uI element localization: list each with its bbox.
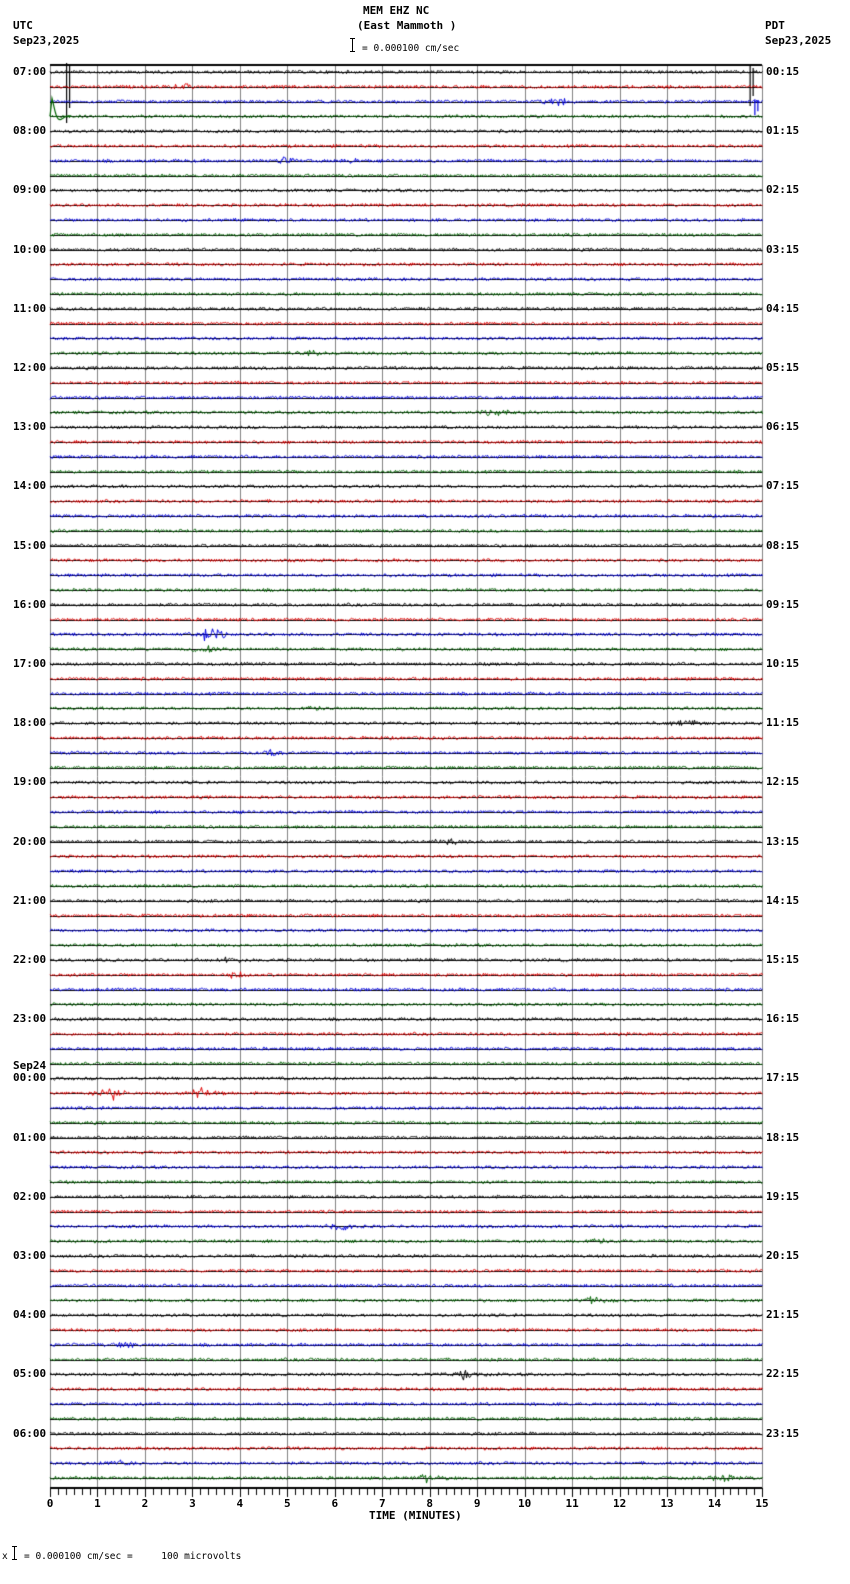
x-axis-label: TIME (MINUTES) <box>369 1509 462 1522</box>
x-tick-label: 3 <box>189 1497 196 1510</box>
pdt-hour-label: 19:15 <box>766 1189 800 1203</box>
x-tick-label: 1 <box>94 1497 101 1510</box>
utc-hour-label: 14:00 <box>13 479 47 493</box>
x-tick-label: 11 <box>565 1497 579 1510</box>
utc-hour-label: 22:00 <box>13 953 47 966</box>
x-tick-label: 5 <box>284 1497 291 1510</box>
left-date: Sep23,2025 <box>13 34 80 47</box>
x-tick-label: 10 <box>518 1497 532 1510</box>
pdt-hour-label: 02:15 <box>766 183 800 197</box>
utc-hour-label: 11:00 <box>13 301 47 315</box>
x-tick-label: 4 <box>236 1497 244 1510</box>
x-tick-label: 13 <box>660 1497 674 1510</box>
x-tick-label: 8 <box>426 1497 434 1510</box>
utc-hour-label: 19:00 <box>13 775 47 789</box>
right-date: Sep23,2025 <box>765 34 832 47</box>
utc-hour-label: 16:00 <box>13 597 47 611</box>
utc-hour-label: 08:00 <box>13 124 47 138</box>
utc-hour-label: 05:00 <box>13 1367 47 1381</box>
utc-hour-label: 06:00 <box>13 1426 47 1440</box>
pdt-hour-label: 13:15 <box>766 834 800 848</box>
x-tick-label: 0 <box>46 1497 54 1510</box>
x-tick-label: 12 <box>612 1497 627 1510</box>
pdt-hour-label: 00:15 <box>766 65 800 78</box>
x-tick-label: 7 <box>378 1497 386 1510</box>
utc-hour-label: 20:00 <box>13 834 47 848</box>
utc-hour-label: 09:00 <box>13 183 47 197</box>
utc-hour-label: 03:00 <box>13 1249 47 1262</box>
station-location: (East Mammoth ) <box>357 19 457 32</box>
pdt-hour-label: 12:15 <box>766 775 800 789</box>
x-tick-label: 6 <box>331 1497 339 1510</box>
pdt-hour-label: 01:15 <box>766 124 800 138</box>
pdt-hour-label: 22:15 <box>766 1367 800 1381</box>
pdt-hour-label: 23:15 <box>766 1426 800 1440</box>
pdt-hour-label: 07:15 <box>766 479 800 493</box>
x-tick-label: 15 <box>755 1497 769 1510</box>
utc-hour-label: 21:00 <box>13 893 47 907</box>
utc-hour-label: 02:00 <box>13 1189 47 1203</box>
pdt-hour-label: 10:15 <box>766 657 800 670</box>
pdt-hour-label: 11:15 <box>766 716 800 730</box>
x-tick-label: 14 <box>707 1497 722 1510</box>
utc-hour-label: 07:00 <box>13 65 47 78</box>
pdt-hour-label: 06:15 <box>766 420 800 434</box>
x-tick-label: 2 <box>141 1497 149 1510</box>
utc-hour-label: 15:00 <box>13 538 47 552</box>
utc-hour-label: 04:00 <box>13 1308 47 1322</box>
right-timezone: PDT <box>765 19 785 32</box>
scale-bar-icon <box>350 38 355 52</box>
pdt-hour-label: 18:15 <box>766 1130 800 1144</box>
utc-hour-label: 01:00 <box>13 1130 47 1144</box>
footer-scale-prefix: x <box>2 1551 8 1562</box>
pdt-hour-label: 16:15 <box>766 1012 800 1026</box>
x-tick-label: 9 <box>473 1497 481 1510</box>
left-timezone: UTC <box>13 19 33 32</box>
utc-hour-label: 23:00 <box>13 1012 47 1026</box>
pdt-hour-label: 05:15 <box>766 361 800 374</box>
pdt-hour-label: 09:15 <box>766 597 800 611</box>
utc-hour-label: 18:00 <box>13 716 47 730</box>
utc-hour-label: 17:00 <box>13 657 47 670</box>
utc-hour-label: 12:00 <box>13 361 47 374</box>
pdt-hour-label: 21:15 <box>766 1308 800 1322</box>
pdt-hour-label: 17:15 <box>766 1071 800 1085</box>
pdt-hour-label: 20:15 <box>766 1249 800 1262</box>
station-title: MEM EHZ NC <box>363 4 430 17</box>
pdt-hour-label: 14:15 <box>766 893 800 907</box>
scale-label: = 0.000100 cm/sec <box>362 43 460 54</box>
footer-scale-bar-icon <box>12 1546 17 1560</box>
utc-hour-label: 10:00 <box>13 242 47 256</box>
utc-hour-label: Sep24 00:00 <box>13 1059 47 1085</box>
pdt-hour-label: 04:15 <box>766 301 800 315</box>
pdt-hour-label: 08:15 <box>766 538 800 552</box>
pdt-hour-label: 03:15 <box>766 242 800 256</box>
pdt-hour-label: 15:15 <box>766 953 800 966</box>
utc-hour-label: 13:00 <box>13 420 47 434</box>
footer-scale-label: = 0.000100 cm/sec = 100 microvolts <box>24 1551 242 1562</box>
